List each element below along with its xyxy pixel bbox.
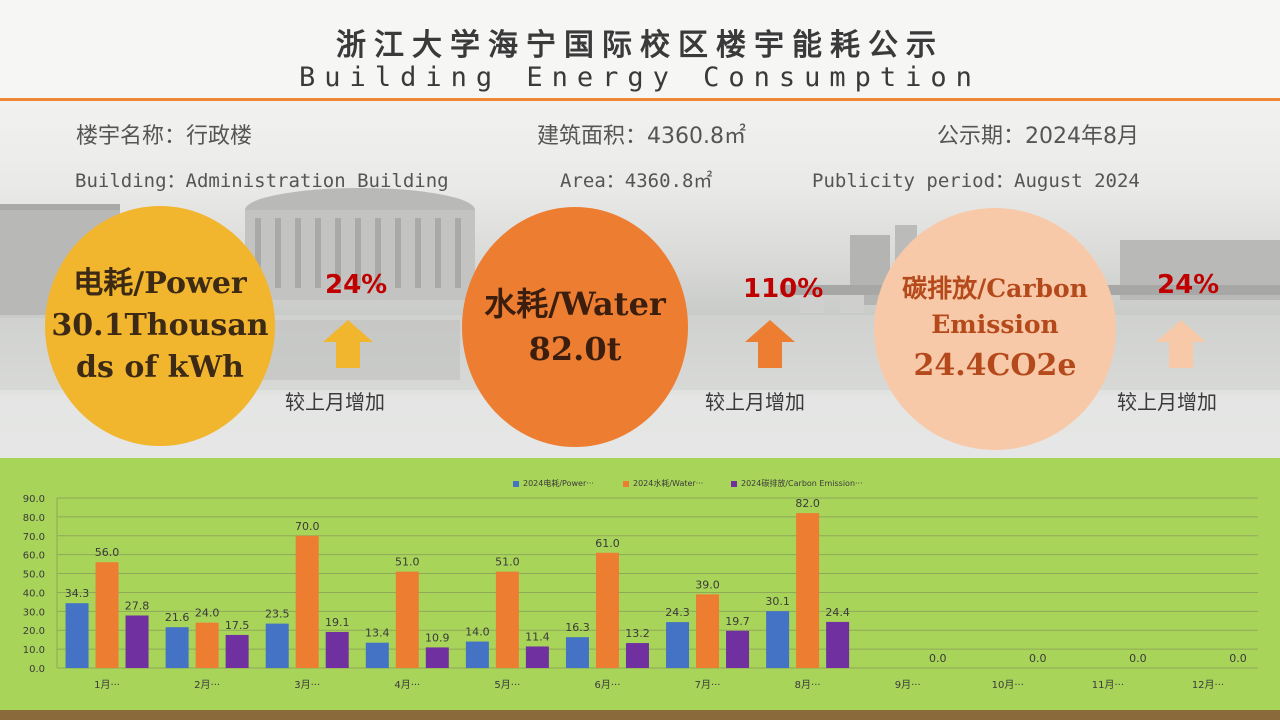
power-up-arrow-icon (323, 320, 373, 368)
building-area-en: Area：4360.8㎡ (560, 170, 713, 192)
power-change-percent: 24% (325, 270, 388, 300)
power-value-line1: 30.1Thousan (51, 308, 269, 343)
carbon-up-arrow-icon (1156, 320, 1206, 368)
building-name-cn: 楼宇名称：行政楼 (76, 124, 253, 149)
legend-swatch-water (623, 480, 629, 487)
legend-swatch-carbon (731, 480, 737, 487)
carbon-emission-circle: 碳排放/Carbon Emission 24.4CO2e (874, 208, 1116, 450)
building-name-en: Building：Administration Building (75, 170, 449, 192)
carbon-value: 24.4CO2e (913, 347, 1077, 383)
water-label: 水耗/Water (484, 285, 666, 324)
chart-panel (0, 458, 1280, 710)
legend-swatch-power (513, 480, 519, 487)
water-up-arrow-icon (745, 320, 795, 368)
power-change-label: 较上月增加 (285, 390, 385, 414)
carbon-label: 碳排放/Carbon (902, 274, 1088, 303)
title-divider (0, 98, 1280, 101)
publicity-period-cn: 公示期：2024年8月 (937, 124, 1139, 149)
carbon-label-line2: Emission (931, 310, 1059, 340)
page-title-cn: 浙江大学海宁国际校区楼宇能耗公示 (336, 28, 944, 63)
water-change-percent: 110% (743, 274, 824, 304)
carbon-change-percent: 24% (1157, 270, 1220, 300)
bottom-border (0, 710, 1280, 720)
power-consumption-circle: 电耗/Power 30.1Thousan ds of kWh (45, 206, 275, 446)
publicity-period-en: Publicity period：August 2024 (812, 170, 1140, 192)
power-value-line2: ds of kWh (76, 350, 244, 385)
carbon-change-label: 较上月增加 (1117, 390, 1217, 414)
legend-label-water: 2024水耗/Water··· (633, 479, 704, 488)
legend-item-power: 2024电耗/Power··· (513, 478, 594, 489)
legend-label-power: 2024电耗/Power··· (523, 479, 594, 488)
legend-label-carbon: 2024碳排放/Carbon Emission··· (741, 479, 863, 488)
water-consumption-circle: 水耗/Water 82.0t (462, 207, 688, 447)
legend-item-water: 2024水耗/Water··· (623, 478, 703, 489)
building-area-cn: 建筑面积：4360.8㎡ (537, 124, 746, 149)
page-title-en: Building Energy Consumption (299, 62, 981, 93)
water-change-label: 较上月增加 (705, 390, 805, 414)
water-value: 82.0t (528, 330, 622, 368)
legend-item-carbon: 2024碳排放/Carbon Emission··· (731, 478, 863, 489)
power-label: 电耗/Power (73, 266, 247, 301)
title-header: 浙江大学海宁国际校区楼宇能耗公示 Building Energy Consump… (0, 0, 1280, 100)
